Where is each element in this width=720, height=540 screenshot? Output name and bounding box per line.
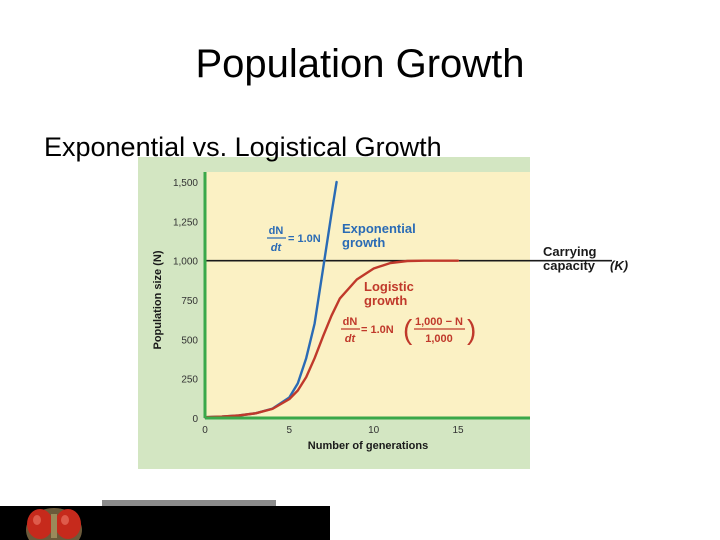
exp-eq-rhs: = 1.0N xyxy=(288,233,321,245)
carrying-capacity-symbol: (K) xyxy=(610,258,628,273)
y-tick-label: 1,250 xyxy=(173,217,198,228)
carrying-capacity-label-line1: Carrying xyxy=(543,244,597,259)
slide-title: Population Growth xyxy=(195,42,525,86)
y-tick-label: 750 xyxy=(181,296,198,307)
log-eq-numerator: dN xyxy=(343,316,358,328)
log-eq-denominator: dt xyxy=(345,333,357,345)
exponential-label-line1: Exponential xyxy=(342,221,416,236)
exp-eq-denominator: dt xyxy=(271,242,283,254)
slide-subtitle: Exponential vs. Logistical Growth xyxy=(44,132,442,162)
footer-gray-strip xyxy=(102,500,276,506)
exponential-equation: dN dt = 1.0N xyxy=(267,225,321,254)
log-frac-numerator: 1,000 − N xyxy=(415,316,463,328)
x-tick-label: 0 xyxy=(202,425,208,436)
plot-area xyxy=(205,172,530,418)
x-tick-label: 10 xyxy=(368,425,380,436)
exp-eq-numerator: dN xyxy=(269,225,284,237)
y-tick-label: 250 xyxy=(181,375,198,386)
logistic-series-line xyxy=(203,259,460,419)
exponential-label-line2: growth xyxy=(342,235,385,250)
right-paren: ) xyxy=(467,314,476,345)
x-tick-label: 5 xyxy=(287,425,293,436)
logistic-label-line2: growth xyxy=(364,293,407,308)
logistic-label-line1: Logistic xyxy=(364,279,414,294)
log-frac-denominator: 1,000 xyxy=(425,333,453,345)
y-axis-label: Population size (N) xyxy=(152,250,164,349)
y-tick-label: 1,000 xyxy=(173,257,198,268)
y-tick-label: 1,500 xyxy=(173,178,198,189)
log-eq-rhs: = 1.0N xyxy=(361,324,394,336)
y-tick-label: 0 xyxy=(192,414,198,425)
fly-head-icon xyxy=(26,508,82,540)
x-tick-label: 15 xyxy=(452,425,464,436)
left-paren: ( xyxy=(403,314,413,345)
carrying-capacity-label-line2: capacity xyxy=(543,258,596,273)
x-axis-label: Number of generations xyxy=(308,440,428,452)
y-tick-label: 500 xyxy=(181,335,198,346)
logistic-equation: dN dt = 1.0N ( 1,000 − N 1,000 ) xyxy=(341,314,476,345)
